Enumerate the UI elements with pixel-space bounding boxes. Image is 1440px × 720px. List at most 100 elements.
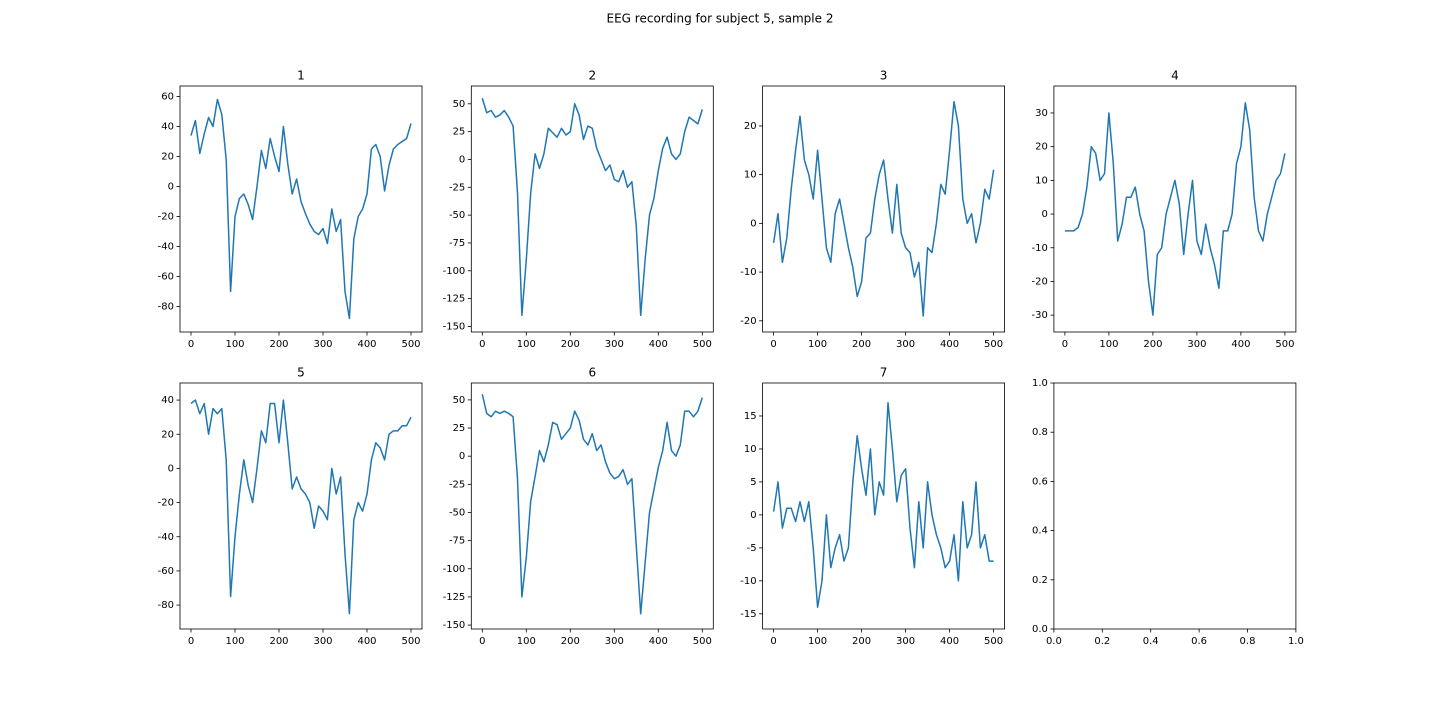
eeg-line <box>190 98 412 320</box>
x-tick-label: 0 <box>479 339 485 350</box>
figure-title: EEG recording for subject 5, sample 2 <box>607 12 834 26</box>
x-tick-label: 0 <box>188 339 194 350</box>
y-tick-label: 1.0 <box>1032 378 1048 389</box>
y-tick-label: 10 <box>744 170 757 181</box>
axes-frame <box>179 85 423 333</box>
y-tick-label: -20 <box>740 316 756 327</box>
y-tick-label: -30 <box>1032 310 1048 321</box>
y-tick-label: 0.6 <box>1032 476 1048 487</box>
axes-frame <box>470 85 714 333</box>
x-tick-label: 500 <box>693 339 712 350</box>
y-tick-label: -75 <box>449 238 465 249</box>
y-tick-label: 0 <box>168 182 174 193</box>
y-tick-label: 15 <box>744 411 757 422</box>
x-tick-label: 200 <box>561 339 580 350</box>
y-tick-label: 0 <box>459 154 465 165</box>
x-tick-label: 0 <box>188 636 194 647</box>
x-tick-label: 0.8 <box>1240 636 1256 647</box>
y-tick-label: -10 <box>740 267 756 278</box>
y-tick-label: -80 <box>158 600 174 611</box>
eeg-line <box>481 394 704 615</box>
eeg-line <box>190 399 412 615</box>
x-tick-label: 200 <box>269 339 288 350</box>
y-tick-label: -150 <box>443 620 466 631</box>
x-tick-label: 0 <box>479 636 485 647</box>
axes-frame <box>179 382 423 630</box>
subplot-title: 3 <box>880 69 888 83</box>
x-tick-label: 200 <box>852 636 871 647</box>
y-tick-label: 20 <box>1035 142 1048 153</box>
x-tick-label: 0.2 <box>1094 636 1110 647</box>
y-tick-label: -15 <box>740 609 756 620</box>
x-tick-label: 400 <box>357 636 376 647</box>
x-tick-label: 0 <box>770 339 776 350</box>
x-tick-label: 0.4 <box>1143 636 1159 647</box>
axes-frame <box>1053 85 1297 333</box>
y-tick-label: 5 <box>750 477 756 488</box>
x-tick-label: 500 <box>984 339 1003 350</box>
x-tick-label: 300 <box>1187 339 1206 350</box>
y-tick-label: 0.0 <box>1032 624 1048 635</box>
y-tick-label: 10 <box>1035 175 1048 186</box>
y-tick-label: -5 <box>747 543 757 554</box>
y-tick-label: 20 <box>161 152 174 163</box>
y-tick-label: -20 <box>158 498 174 509</box>
y-tick-label: -10 <box>740 576 756 587</box>
axes-frame <box>762 382 1005 630</box>
subplot-title: 1 <box>297 69 305 83</box>
x-tick-label: 500 <box>984 636 1003 647</box>
x-tick-label: 400 <box>649 636 668 647</box>
subplot-title: 7 <box>880 366 888 380</box>
x-tick-label: 500 <box>401 636 420 647</box>
y-tick-label: -25 <box>449 479 465 490</box>
y-tick-label: 0.2 <box>1032 575 1048 586</box>
x-tick-label: 0 <box>1062 339 1068 350</box>
eeg-line <box>772 100 995 317</box>
x-tick-label: 400 <box>1231 339 1250 350</box>
x-tick-label: 300 <box>313 339 332 350</box>
y-tick-label: -50 <box>449 507 465 518</box>
y-tick-label: -125 <box>443 592 466 603</box>
x-tick-label: 100 <box>225 339 244 350</box>
y-tick-label: -125 <box>443 294 466 305</box>
y-tick-label: -150 <box>443 321 466 332</box>
y-tick-label: -60 <box>158 272 174 283</box>
eeg-line <box>1064 102 1286 316</box>
y-tick-label: -20 <box>1032 276 1048 287</box>
y-tick-label: 30 <box>1035 108 1048 119</box>
y-tick-label: -40 <box>158 532 174 543</box>
y-tick-label: 50 <box>453 99 466 110</box>
x-tick-label: 400 <box>357 339 376 350</box>
y-tick-label: -100 <box>443 266 466 277</box>
x-tick-label: 300 <box>313 636 332 647</box>
axes-frame <box>762 85 1005 333</box>
y-tick-label: 0 <box>750 218 756 229</box>
eeg-line <box>772 402 994 608</box>
x-tick-label: 0 <box>770 636 776 647</box>
y-tick-label: 10 <box>744 444 757 455</box>
subplot-title: 2 <box>588 69 596 83</box>
y-tick-label: -100 <box>443 564 466 575</box>
y-tick-label: 0.4 <box>1032 526 1048 537</box>
subplot-title: 4 <box>1171 69 1179 83</box>
y-tick-label: 60 <box>161 92 174 103</box>
x-tick-label: 500 <box>401 339 420 350</box>
axes-frame <box>1053 382 1297 630</box>
x-tick-label: 400 <box>940 339 959 350</box>
x-tick-label: 100 <box>517 339 536 350</box>
y-tick-label: 40 <box>161 122 174 133</box>
y-tick-label: 0 <box>459 451 465 462</box>
y-tick-label: -60 <box>158 566 174 577</box>
x-tick-label: 300 <box>896 339 915 350</box>
y-tick-label: 20 <box>161 429 174 440</box>
y-tick-label: -20 <box>158 212 174 223</box>
x-tick-label: 200 <box>1143 339 1162 350</box>
y-tick-label: -50 <box>449 210 465 221</box>
x-tick-label: 0.0 <box>1046 636 1062 647</box>
x-tick-label: 500 <box>693 636 712 647</box>
y-tick-label: -40 <box>158 242 174 253</box>
y-tick-label: 25 <box>453 127 466 138</box>
x-tick-label: 100 <box>517 636 536 647</box>
